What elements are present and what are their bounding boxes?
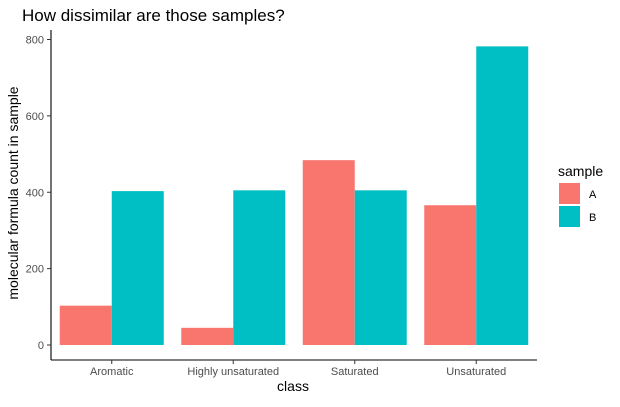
y-tick-label: 800 — [26, 35, 44, 47]
y-axis-title: molecular formula count in sample — [5, 86, 21, 299]
bar-A-highly-unsaturated — [181, 327, 234, 345]
y-tick-label: 400 — [26, 187, 44, 199]
legend: sample AB — [558, 163, 603, 227]
y-tick-label: 600 — [26, 111, 44, 123]
x-axis-title: class — [277, 378, 309, 394]
legend-key-a — [559, 183, 580, 204]
bar-B-aromatic — [111, 191, 164, 345]
chart-title: How dissimilar are those samples? — [22, 6, 285, 25]
y-tick-label: 0 — [38, 340, 44, 352]
y-tick-label: 200 — [26, 264, 44, 276]
x-tick-label: Aromatic — [90, 366, 134, 378]
bar-A-aromatic — [59, 305, 112, 345]
bar-B-saturated — [354, 190, 407, 345]
legend-title: sample — [558, 163, 603, 179]
x-tick-label: Unsaturated — [446, 366, 506, 378]
x-tick-label: Highly unsaturated — [187, 366, 279, 378]
bar-A-saturated — [302, 160, 355, 345]
axes-group: 0 200 400 600 800 Aromatic Highly unsaturated S… — [26, 30, 537, 378]
bar-B-highly-unsaturated — [233, 190, 286, 345]
x-tick-label: Saturated — [331, 366, 379, 378]
bars-group — [59, 46, 529, 345]
legend-label-b: B — [589, 212, 596, 224]
legend-key-b — [559, 206, 580, 227]
bar-B-unsaturated — [476, 46, 529, 345]
legend-label-a: A — [589, 189, 597, 201]
bar-A-unsaturated — [424, 205, 477, 345]
